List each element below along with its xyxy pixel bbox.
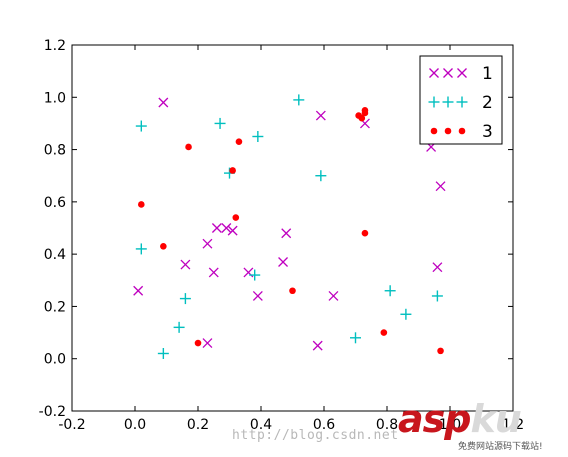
series-1-point: [211, 223, 222, 233]
y-tick-label: 0.8: [44, 143, 66, 159]
y-tick-label: 1.0: [44, 90, 66, 106]
legend-marker: [430, 127, 438, 135]
series-1-point: [202, 238, 213, 249]
y-tick-label: 0.6: [44, 195, 66, 211]
series-3: [138, 107, 444, 355]
watermark-logo-suffix: ku: [470, 397, 521, 441]
series-2-point: [135, 120, 147, 132]
y-tick-label: -0.2: [39, 404, 66, 420]
series-2-point: [249, 269, 261, 281]
series-3-point: [235, 138, 243, 146]
legend-marker: [442, 96, 454, 108]
series-3-point: [358, 114, 366, 122]
x-tick-label: 1.0: [439, 417, 461, 433]
y-tick-label: 0.0: [44, 352, 66, 368]
series-2-point: [431, 290, 443, 302]
series-2-point: [173, 321, 185, 333]
series-2: [135, 94, 443, 359]
legend-marker: [428, 96, 440, 108]
y-tick-label: 0.4: [44, 247, 66, 263]
series-2-point: [252, 131, 264, 142]
legend-marker: [458, 127, 466, 135]
series-3-point: [229, 167, 236, 174]
legend-label: 1: [482, 64, 493, 84]
watermark-logo-main: asp: [398, 397, 471, 441]
legend-label: 2: [482, 93, 493, 113]
watermark-url: http://blog.csdn.net: [232, 428, 399, 443]
x-tick-label: -0.2: [58, 417, 85, 433]
legend-entry-3: 3: [430, 122, 493, 142]
series-2-point: [315, 170, 327, 182]
legend: 1 2 3: [419, 55, 503, 145]
legend-marker: [429, 68, 439, 78]
series-1-point: [252, 291, 263, 301]
series-1-point: [435, 181, 446, 192]
series-2-point: [157, 347, 169, 359]
x-tick-label: 0.8: [376, 417, 398, 433]
series-1-point: [281, 228, 292, 239]
series-1-point: [208, 267, 219, 278]
series-2-point: [179, 293, 191, 305]
series-2-point: [350, 332, 361, 344]
y-tick-label: 1.2: [44, 38, 66, 54]
legend-marker: [456, 96, 468, 108]
series-2-point: [384, 285, 396, 297]
series-1-point: [180, 259, 191, 270]
legend-marker: [443, 68, 453, 78]
legend-entry-1: 1: [429, 64, 493, 84]
watermark-logo: aspku: [398, 397, 522, 441]
series-1-point: [133, 285, 144, 296]
series-3-point: [160, 243, 167, 250]
series-3-point: [437, 347, 444, 355]
series-3-point: [194, 339, 202, 347]
watermark-subtitle: 免费网站源码下载站!: [458, 442, 543, 452]
legend-marker: [444, 127, 452, 135]
series-3-point: [232, 214, 240, 221]
legend-marker: [457, 68, 467, 78]
series-3-point: [380, 329, 388, 336]
x-tick-label: 0.0: [124, 417, 146, 433]
series-1-point: [432, 262, 443, 273]
series-1-point: [158, 97, 169, 108]
y-tick-label: 0.2: [44, 299, 66, 315]
series-3-point: [138, 201, 145, 208]
series-3-point: [289, 287, 296, 295]
y-axis-ticks: -0.2 0.0 0.2 0.4 0.6 0.8 1.0 1.2: [39, 38, 513, 420]
legend-label: 3: [482, 122, 493, 142]
x-tick-label: 0.2: [187, 417, 209, 433]
series-3-point: [361, 229, 369, 237]
series-2-point: [400, 308, 412, 320]
series-3-point: [185, 143, 192, 151]
series-2-point: [135, 243, 147, 255]
series-3-point: [361, 107, 369, 114]
series-1-point: [221, 223, 232, 233]
series-1-point: [328, 291, 339, 301]
series-1-point: [315, 110, 326, 121]
x-tick-label: 0.6: [313, 417, 335, 433]
data-points: [133, 94, 446, 359]
series-2-point: [214, 117, 226, 129]
x-tick-label: 1.2: [502, 417, 524, 433]
x-axis-ticks: -0.2 0.0 0.2 0.4 0.6 0.8 1.0 1.2: [58, 45, 524, 433]
series-2-point: [293, 94, 305, 106]
series-1-point: [202, 338, 213, 348]
series-1-point: [278, 257, 289, 267]
x-tick-label: 0.4: [250, 417, 272, 433]
series-1-point: [312, 340, 323, 351]
legend-entry-2: 2: [428, 93, 493, 113]
series-1-point: [227, 225, 238, 236]
series-1: [133, 97, 446, 351]
